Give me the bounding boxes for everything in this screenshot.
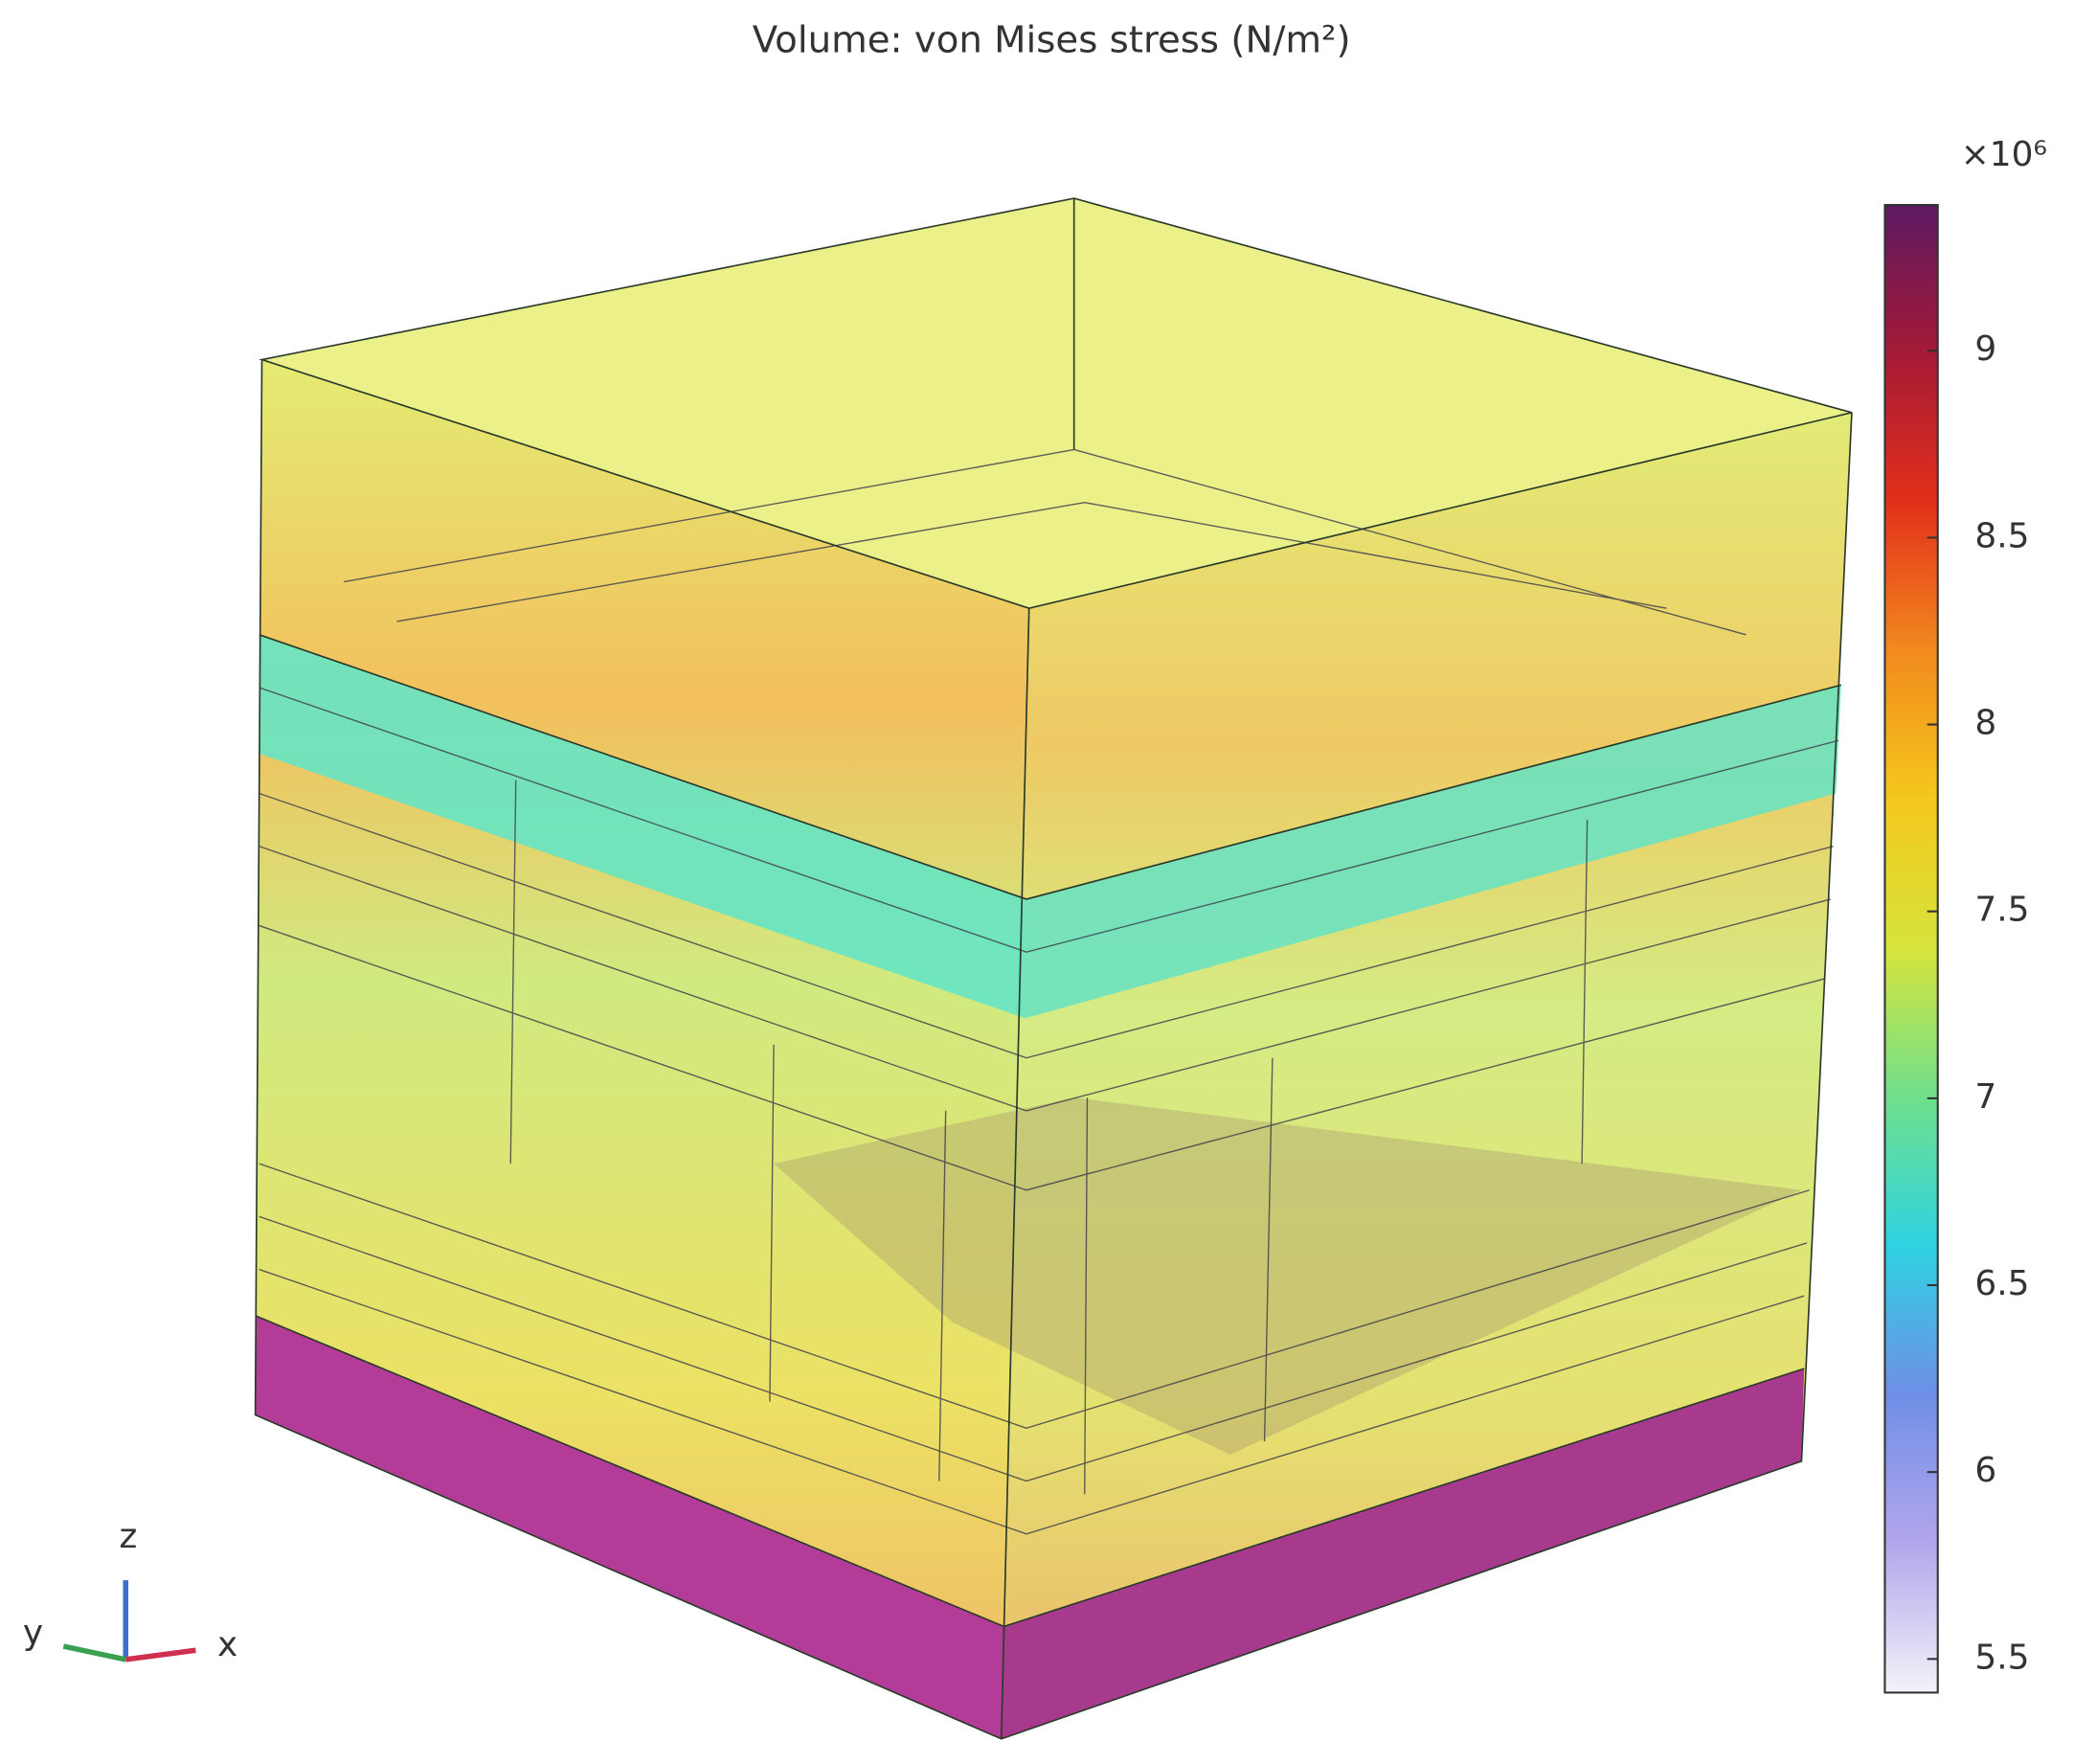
plot-title: Volume: von Mises stress (N/m²) [753,19,1351,62]
y-label: y [23,1614,43,1653]
top-face [261,198,1852,609]
colorbar-tick-label: 6 [1974,1451,1996,1490]
volume-box [254,197,1853,1740]
colorbar-scale [1883,203,1939,1694]
colorbar-multiplier: ×10⁶ [1961,135,2047,174]
colorbar-tick-label: 7.5 [1974,891,2029,930]
x-label: x [217,1625,237,1664]
y-arrow [62,1643,126,1662]
colorbar: ×10⁶ 5.5 6 6.5 7 7.5 8 8.5 9 [1883,135,2047,1694]
z-label: z [120,1517,138,1556]
cyan-layer-right [1025,685,1841,1019]
base-layer-right [1001,1368,1805,1739]
colorbar-tick-label: 8.5 [1974,516,2029,555]
cyan-layer-left [259,634,1026,1019]
colorbar-tick-label: 6.5 [1974,1264,2029,1303]
inner-floor [774,1097,1802,1455]
colorbar-tick-label: 7 [1974,1077,1996,1117]
base-layer-left [255,1315,1004,1739]
axis-triad: z x y [23,1517,237,1664]
x-arrow [124,1647,196,1662]
colorbar-tick-label: 5.5 [1974,1638,2029,1677]
colorbar-tick-label: 8 [1974,704,1996,743]
colorbar-tick-label: 9 [1974,329,1996,369]
